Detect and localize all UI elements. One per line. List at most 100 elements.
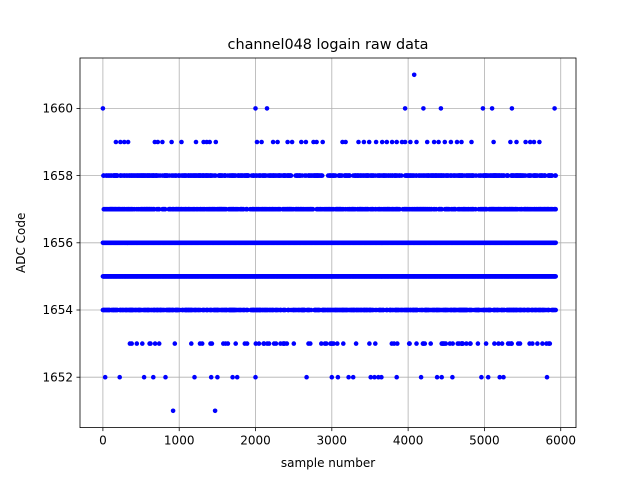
data-point xyxy=(391,341,397,346)
data-point xyxy=(439,374,445,380)
data-point xyxy=(285,139,290,145)
data-point xyxy=(367,341,372,346)
data-point xyxy=(443,341,449,346)
data-point xyxy=(117,374,122,380)
data-point xyxy=(394,374,400,380)
data-point xyxy=(314,139,319,145)
x-tick-label: 4000 xyxy=(393,434,424,448)
y-tick-label: 1660 xyxy=(42,102,73,116)
data-point xyxy=(160,139,165,145)
x-axis-label: sample number xyxy=(281,456,375,470)
data-point xyxy=(531,139,537,145)
data-point xyxy=(141,374,147,380)
x-tick-label: 5000 xyxy=(469,434,500,448)
data-point xyxy=(288,173,294,178)
data-point xyxy=(501,374,506,380)
data-point xyxy=(356,139,361,145)
data-point xyxy=(308,341,313,346)
data-point xyxy=(289,139,295,145)
data-point xyxy=(509,106,515,111)
y-tick-label: 1658 xyxy=(42,169,73,183)
data-point xyxy=(100,106,106,111)
data-point xyxy=(304,374,309,380)
data-point xyxy=(509,341,514,346)
y-tick-label: 1656 xyxy=(42,236,73,250)
data-point xyxy=(418,374,424,380)
data-point xyxy=(553,206,558,212)
data-point xyxy=(553,173,558,178)
data-point xyxy=(343,139,348,145)
x-tick-label: 1000 xyxy=(164,434,195,448)
y-tick-label: 1654 xyxy=(42,303,73,317)
data-point xyxy=(234,374,240,380)
data-point xyxy=(266,341,272,346)
data-point xyxy=(379,374,384,380)
data-point xyxy=(233,341,238,346)
data-point xyxy=(152,341,158,346)
data-point xyxy=(125,139,131,145)
data-point xyxy=(469,139,474,145)
data-point xyxy=(384,139,390,145)
data-point xyxy=(172,341,178,346)
data-point xyxy=(438,106,444,111)
data-point xyxy=(189,341,194,346)
data-point xyxy=(394,139,400,145)
data-point xyxy=(199,341,205,346)
data-point xyxy=(389,139,395,145)
data-point xyxy=(421,106,426,111)
data-point xyxy=(353,341,359,346)
data-point xyxy=(253,341,259,346)
data-point xyxy=(341,341,346,346)
data-point xyxy=(489,106,495,111)
data-point xyxy=(156,341,162,346)
data-point xyxy=(414,341,419,346)
data-point xyxy=(291,341,297,346)
data-point xyxy=(428,341,434,346)
data-point xyxy=(424,139,430,145)
data-point xyxy=(148,341,153,346)
data-point xyxy=(485,374,491,380)
data-point xyxy=(261,341,267,346)
data-point xyxy=(253,106,258,111)
data-point xyxy=(170,408,176,414)
data-point xyxy=(508,139,513,145)
data-point xyxy=(350,374,356,380)
data-point xyxy=(212,408,218,414)
y-axis-label: ADC Code xyxy=(14,213,28,273)
data-point xyxy=(552,106,557,111)
data-point xyxy=(373,139,379,145)
data-point xyxy=(480,106,486,111)
data-point xyxy=(460,341,466,346)
data-point xyxy=(402,106,408,111)
data-point xyxy=(414,139,419,145)
data-points xyxy=(100,72,558,414)
data-point xyxy=(434,374,440,380)
data-point xyxy=(192,374,197,380)
data-point xyxy=(215,374,220,380)
data-point xyxy=(273,341,279,346)
data-point xyxy=(436,139,441,145)
data-point xyxy=(459,139,464,145)
data-point xyxy=(230,374,235,380)
data-point xyxy=(523,139,528,145)
data-point xyxy=(324,341,329,346)
data-point xyxy=(448,139,454,145)
data-point xyxy=(366,139,372,145)
data-point xyxy=(270,139,276,145)
data-point xyxy=(102,374,108,380)
data-point xyxy=(319,173,325,178)
chart-title: channel048 logain raw data xyxy=(228,37,429,53)
data-point xyxy=(540,341,545,346)
data-point xyxy=(431,139,437,145)
data-point xyxy=(275,139,280,145)
data-point xyxy=(303,139,309,145)
data-point xyxy=(256,341,262,346)
data-point xyxy=(492,341,497,346)
data-point xyxy=(483,341,489,346)
data-point xyxy=(514,139,519,145)
data-point xyxy=(535,341,540,346)
data-point xyxy=(450,341,456,346)
data-point xyxy=(346,374,351,380)
data-point xyxy=(253,374,258,380)
